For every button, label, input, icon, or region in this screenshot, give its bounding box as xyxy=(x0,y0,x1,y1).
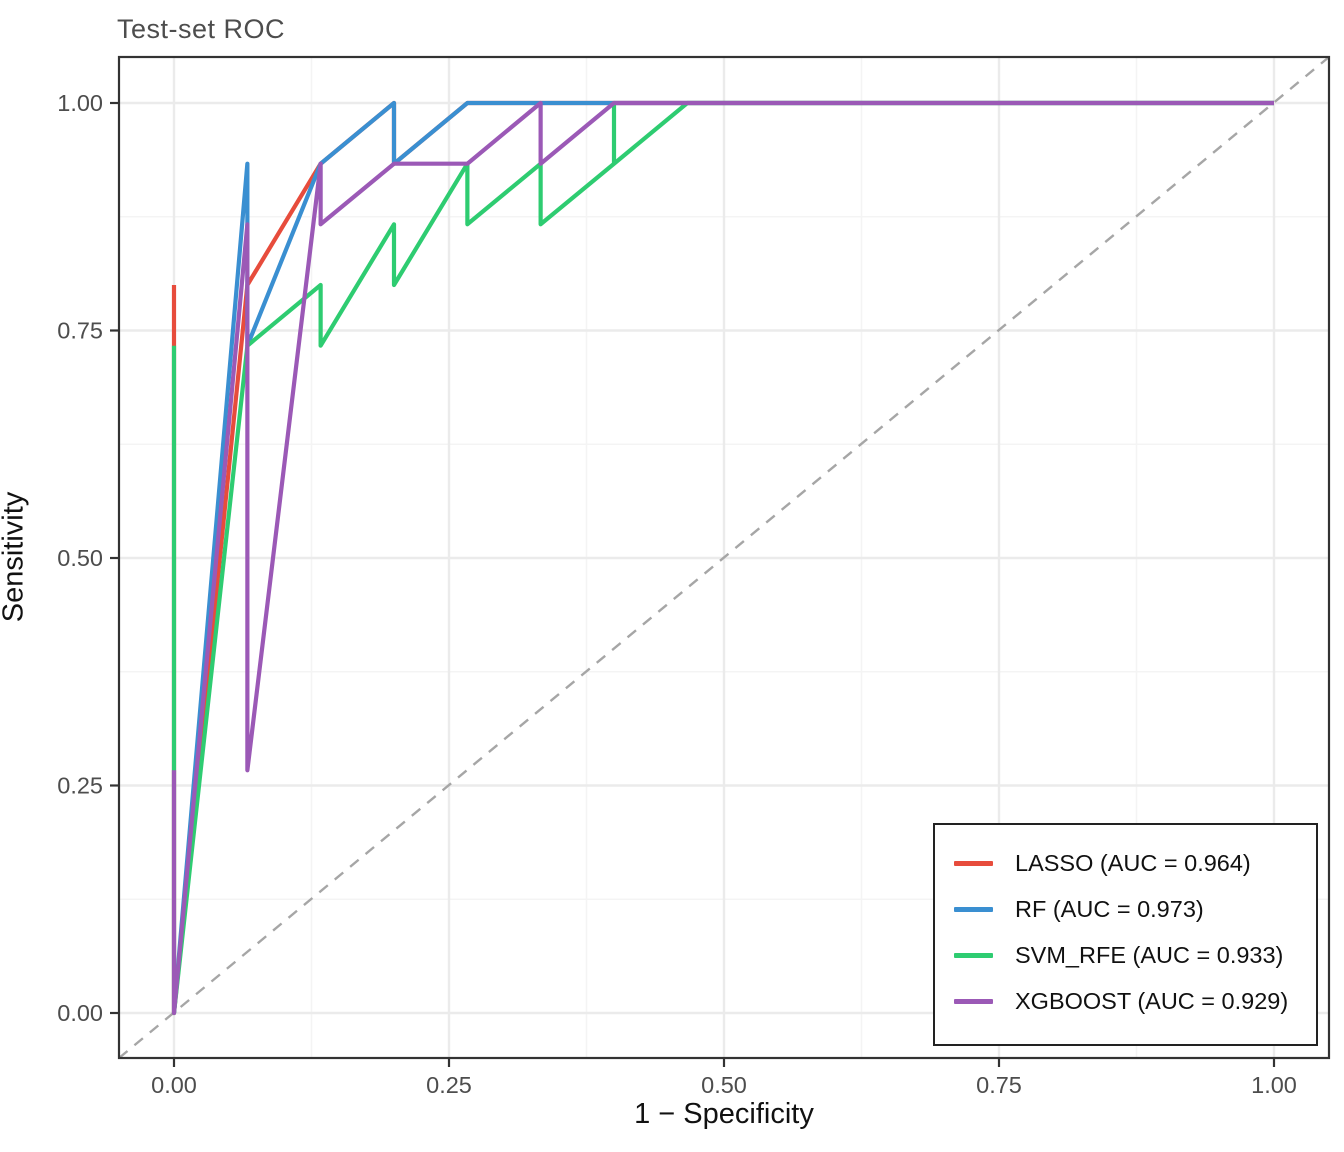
roc-curve-xgboost xyxy=(171,100,1274,1016)
x-tick-label: 0.75 xyxy=(976,1072,1022,1098)
reference-diagonal xyxy=(118,56,1330,1059)
legend-item-rf: RF (AUC = 0.973) xyxy=(954,886,1316,932)
y-tick-label: 1.00 xyxy=(57,90,103,116)
legend-item-svm_rfe: SVM_RFE (AUC = 0.933) xyxy=(954,932,1316,978)
roc-curve-svm_rfe xyxy=(171,100,1274,1016)
legend-item-label: SVM_RFE (AUC = 0.933) xyxy=(1015,941,1284,968)
roc-curves-layer xyxy=(171,100,1274,1016)
plot-title: Test-set ROC xyxy=(117,14,286,44)
roc-curve-rf xyxy=(171,100,1274,1014)
y-tick-label: 0.75 xyxy=(57,318,103,344)
y-tick-label: 0.50 xyxy=(57,545,103,571)
legend-key-line xyxy=(954,860,993,866)
legend-item-label: XGBOOST (AUC = 0.929) xyxy=(1015,987,1289,1014)
x-tick-label: 0.50 xyxy=(701,1072,747,1098)
y-tick-label: 0.00 xyxy=(57,1000,103,1026)
x-tick-label: 1.00 xyxy=(1251,1072,1297,1098)
legend-item-label: LASSO (AUC = 0.964) xyxy=(1015,849,1251,876)
legend-key-line xyxy=(954,906,993,912)
legend: LASSO (AUC = 0.964) RF (AUC = 0.973) SVM_R… xyxy=(933,823,1318,1046)
legend-item-lasso: LASSO (AUC = 0.964) xyxy=(954,840,1316,886)
legend-item-xgboost: XGBOOST (AUC = 0.929) xyxy=(954,978,1316,1024)
x-tick-label: 0.00 xyxy=(151,1072,197,1098)
legend-item-label: RF (AUC = 0.973) xyxy=(1015,895,1204,922)
y-tick-label: 0.25 xyxy=(57,773,103,799)
y-axis-title: Sensitivity xyxy=(0,491,30,623)
x-axis-title: 1 − Specificity xyxy=(634,1098,814,1130)
legend-key-line xyxy=(954,998,993,1004)
x-tick-label: 0.25 xyxy=(426,1072,472,1098)
legend-key-line xyxy=(954,952,993,958)
